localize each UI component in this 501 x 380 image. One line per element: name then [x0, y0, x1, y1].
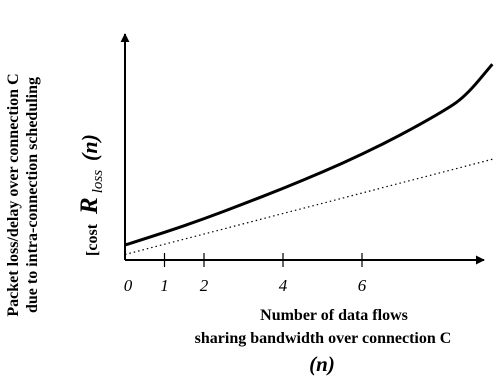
y-axis-label-line2: due to intra-connection scheduling [24, 77, 41, 313]
svg-text:[cost R loss: [cost R loss (n) [76, 134, 106, 256]
x-tick-label-2: 2 [200, 276, 209, 295]
x-tick-label-6: 6 [358, 276, 367, 295]
series-dotted-line [124, 158, 493, 256]
x-ticks: 0 1 2 4 6 [124, 253, 367, 295]
x-tick-label-4: 4 [279, 276, 288, 295]
x-axis-label-line1: Number of data flows [260, 307, 408, 324]
x-axis-label-line2: sharing bandwidth over connection C [195, 330, 452, 347]
x-tick-label-0: 0 [124, 276, 133, 295]
svg-text:Packet loss/delay over connec: Packet loss/delay over connection C [5, 73, 22, 316]
y-axis-cost-label: [cost R loss (n) [76, 134, 106, 256]
x-axis-label-arg: (n) [309, 352, 335, 376]
svg-text:due to intra-connection schedu: due to intra-connection scheduling [24, 77, 41, 313]
series-solid-line [124, 63, 494, 247]
series-group [124, 63, 494, 256]
y-axis-label-line1: Packet loss/delay over connection C [5, 73, 22, 316]
x-tick-label-1: 1 [160, 276, 169, 295]
